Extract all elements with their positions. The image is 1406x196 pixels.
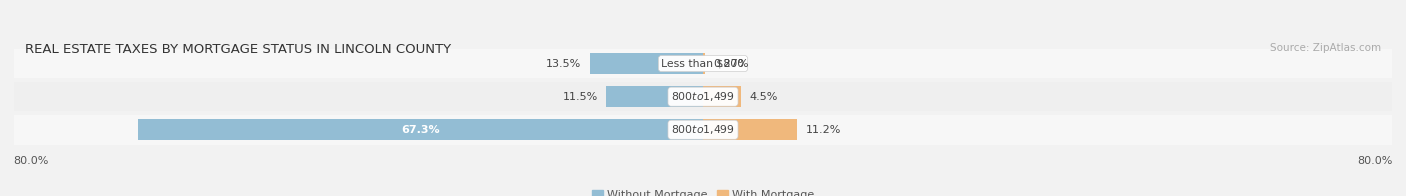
Bar	[703, 53, 706, 74]
Text: REAL ESTATE TAXES BY MORTGAGE STATUS IN LINCOLN COUNTY: REAL ESTATE TAXES BY MORTGAGE STATUS IN …	[25, 43, 451, 56]
Legend: Without Mortgage, With Mortgage: Without Mortgage, With Mortgage	[588, 185, 818, 196]
Text: Less than $800: Less than $800	[661, 59, 745, 69]
Text: 4.5%: 4.5%	[749, 92, 778, 102]
Text: 0.27%: 0.27%	[714, 59, 749, 69]
Text: 67.3%: 67.3%	[401, 125, 440, 135]
Text: 11.5%: 11.5%	[562, 92, 598, 102]
Text: 11.2%: 11.2%	[806, 125, 841, 135]
Bar	[703, 86, 741, 107]
Bar	[703, 120, 797, 140]
Bar	[138, 120, 703, 140]
Bar	[14, 49, 1392, 78]
Text: $800 to $1,499: $800 to $1,499	[671, 123, 735, 136]
Bar	[14, 114, 1392, 145]
Bar	[589, 53, 703, 74]
Bar	[606, 86, 703, 107]
Text: 13.5%: 13.5%	[546, 59, 581, 69]
Text: Source: ZipAtlas.com: Source: ZipAtlas.com	[1270, 43, 1381, 53]
Bar	[14, 82, 1392, 111]
Text: $800 to $1,499: $800 to $1,499	[671, 90, 735, 103]
